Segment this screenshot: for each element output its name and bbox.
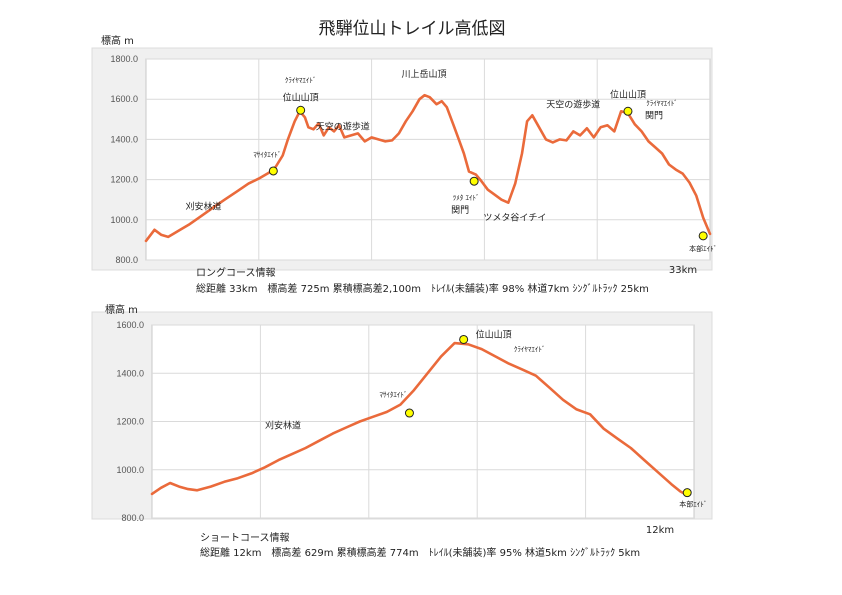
y-tick-label: 1600.0 bbox=[116, 320, 144, 330]
long-course-chart: 800.0 1000.0 1200.0 1400.0 1600.0 1800.0 標高 m 3… bbox=[91, 34, 717, 276]
y-tick-label: 1400.0 bbox=[116, 368, 144, 378]
x-end-label: 12km bbox=[646, 525, 674, 536]
annotation-label: 位山山頂 bbox=[476, 328, 512, 340]
annotation-label: ｸﾗｲﾔﾏｴｲﾄﾞ bbox=[646, 99, 678, 107]
y-axis-title: 標高 m bbox=[101, 34, 134, 47]
checkpoint-marker bbox=[623, 106, 633, 116]
annotation-label: ﾏｻｲﾀｴｲﾄﾞ bbox=[253, 151, 281, 159]
short-info-heading: ショートコース情報 bbox=[200, 531, 290, 544]
y-axis-title: 標高 m bbox=[105, 303, 138, 316]
checkpoint-marker bbox=[682, 488, 692, 498]
annotation-label: 天空の遊歩道 bbox=[546, 98, 600, 110]
long-info-detail: 総距離 33km 標高差 725m 累積標高差2,100m ﾄﾚｲﾙ(未舗装)率… bbox=[196, 282, 649, 295]
annotation-label: 天空の遊歩道 bbox=[316, 120, 370, 132]
checkpoint-marker bbox=[698, 231, 708, 241]
annotation-label: 位山山頂 bbox=[283, 91, 319, 103]
y-tick-label: 1200.0 bbox=[116, 417, 144, 427]
x-end-label: 33km bbox=[669, 265, 697, 276]
annotation-label: 刈安林道 bbox=[265, 419, 301, 431]
annotation-label: ﾂﾒﾀ ｴｲﾄﾞ bbox=[453, 194, 480, 202]
plot-area bbox=[145, 58, 711, 261]
annotation-label: 刈安林道 bbox=[185, 201, 221, 213]
annotation-label: 本部ｴｲﾄﾞ bbox=[689, 244, 717, 253]
annotation-label: 位山山頂 bbox=[610, 88, 646, 100]
annotation-label: 関門 bbox=[451, 205, 469, 216]
annotation-label: 関門 bbox=[645, 110, 663, 121]
y-tick-label: 800.0 bbox=[115, 255, 138, 265]
short-course-chart: 800.0 1000.0 1200.0 1400.0 1600.0 標高 m 12km 刈安林… bbox=[91, 303, 713, 536]
annotation-label: ﾏｻｲﾀｴｲﾄﾞ bbox=[379, 391, 407, 399]
long-info-heading: ロングコース情報 bbox=[196, 266, 276, 279]
y-tick-label: 1000.0 bbox=[116, 465, 144, 475]
checkpoint-marker bbox=[469, 176, 479, 186]
y-tick-label: 1000.0 bbox=[110, 215, 138, 225]
annotation-label: ｸﾗｲﾔﾏｴｲﾄﾞ bbox=[285, 76, 317, 84]
y-tick-label: 1800.0 bbox=[110, 54, 138, 64]
annotation-label: ツメタ谷イチイ bbox=[483, 213, 546, 224]
short-info-detail: 総距離 12km 標高差 629m 累積標高差 774m ﾄﾚｲﾙ(未舗装)率 … bbox=[200, 546, 640, 559]
annotation-label: 川上岳山頂 bbox=[401, 68, 446, 80]
page-title: 飛騨位山トレイル高低図 bbox=[319, 19, 506, 39]
checkpoint-marker bbox=[459, 334, 469, 344]
annotation-label: ｸﾗｲﾔﾏｴｲﾄﾞ bbox=[514, 345, 546, 353]
annotation-label: 本部ｴｲﾄﾞ bbox=[679, 500, 707, 509]
elevation-series-line bbox=[150, 341, 689, 497]
y-tick-label: 1600.0 bbox=[110, 94, 138, 104]
checkpoint-marker bbox=[296, 105, 306, 115]
y-tick-label: 1400.0 bbox=[110, 134, 138, 144]
checkpoint-marker bbox=[404, 408, 414, 418]
y-tick-label: 1200.0 bbox=[110, 175, 138, 185]
checkpoint-marker bbox=[268, 166, 278, 176]
y-tick-label: 800.0 bbox=[121, 513, 144, 523]
